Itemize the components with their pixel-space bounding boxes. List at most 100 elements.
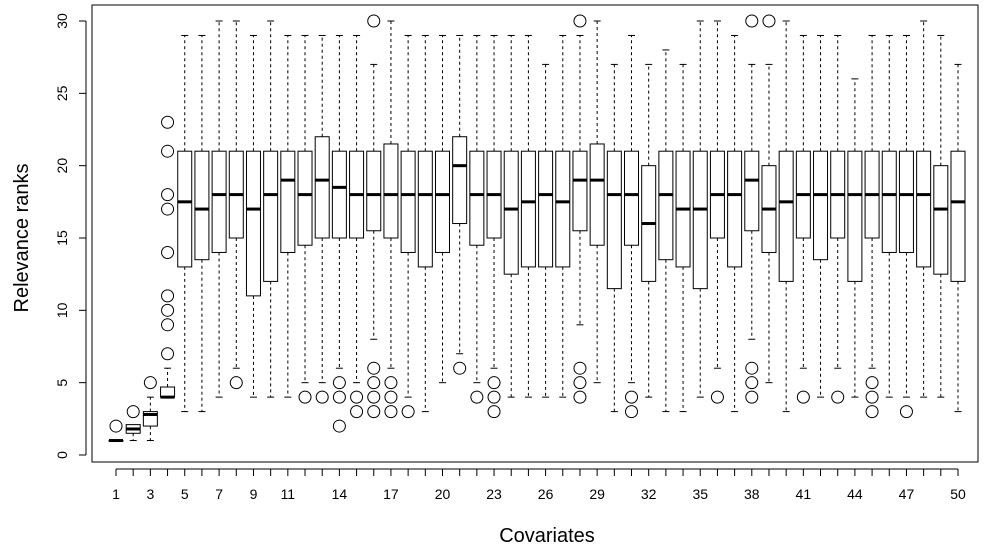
box-rect: [211, 150, 227, 253]
outlier-point: [161, 144, 175, 158]
x-tick-label: 20: [435, 486, 451, 502]
outlier-point: [332, 390, 346, 404]
box-group: [228, 20, 244, 390]
outlier-point: [315, 390, 329, 404]
box-group: [709, 20, 725, 404]
box-group: [520, 34, 536, 398]
box-rect: [727, 150, 743, 268]
box-group: [744, 14, 760, 404]
outlier-point: [487, 405, 501, 419]
box-group: [452, 34, 468, 375]
outlier-point: [161, 188, 175, 202]
x-tick-label: 47: [899, 486, 915, 502]
outlier-point: [745, 361, 759, 375]
box-group: [898, 34, 914, 419]
y-tick-label: 0: [54, 451, 70, 459]
box-rect: [297, 150, 313, 246]
box-group: [125, 405, 141, 442]
x-tick-label: 23: [486, 486, 502, 502]
outlier-point: [899, 405, 913, 419]
box-group: [692, 20, 708, 398]
outlier-point: [229, 376, 243, 390]
box-rect: [813, 150, 829, 261]
box-group: [589, 20, 605, 384]
x-tick-label: 35: [692, 486, 708, 502]
box-rect: [692, 150, 708, 290]
box-group: [366, 14, 382, 419]
box-rect: [606, 150, 622, 290]
outlier-point: [573, 361, 587, 375]
box-rect: [366, 150, 382, 232]
y-axis: 0 5 10 15 20 25 30: [54, 13, 87, 459]
outlier-point: [573, 14, 587, 28]
box-rect: [744, 150, 760, 232]
outlier-point: [298, 390, 312, 404]
box-rect: [503, 150, 519, 275]
outlier-point: [470, 390, 484, 404]
box-group: [641, 63, 657, 398]
box-group: [933, 34, 949, 398]
box-group: [383, 20, 399, 419]
x-tick-label: 7: [215, 486, 223, 502]
box-group: [950, 63, 966, 413]
box-group: [177, 34, 193, 413]
box-rect: [658, 150, 674, 261]
box-rect: [520, 150, 536, 268]
box-rect: [314, 136, 330, 239]
outlier-point: [367, 14, 381, 28]
box-group: [417, 34, 433, 413]
box-group: [245, 34, 261, 398]
x-axis-title: Covariates: [499, 525, 595, 547]
x-tick-label: 29: [589, 486, 605, 502]
box-rect: [538, 150, 554, 268]
box-rect: [589, 143, 605, 246]
box-rect: [881, 150, 897, 253]
box-group: [624, 34, 640, 419]
y-tick-label: 10: [54, 302, 70, 318]
boxes-layer: [108, 14, 966, 443]
y-tick-label: 20: [54, 158, 70, 174]
box-group: [606, 63, 622, 413]
box-rect: [280, 150, 296, 253]
x-tick-label: 1: [112, 486, 120, 502]
box-group: [211, 20, 227, 398]
outlier-point: [161, 303, 175, 317]
box-group: [331, 34, 347, 433]
x-tick-label: 44: [847, 486, 863, 502]
outlier-point: [367, 405, 381, 419]
outlier-point: [573, 390, 587, 404]
box-rect: [417, 150, 433, 268]
plot-frame: [91, 4, 979, 463]
x-tick-label: 26: [538, 486, 554, 502]
box-group: [503, 34, 519, 398]
outlier-point: [487, 390, 501, 404]
outlier-point: [350, 405, 364, 419]
outlier-point: [161, 202, 175, 216]
outlier-point: [831, 390, 845, 404]
y-axis-title: Relevance ranks: [11, 164, 33, 313]
box-rect: [383, 143, 399, 239]
outlier-point: [367, 376, 381, 390]
box-group: [469, 34, 485, 404]
box-group: [160, 115, 176, 399]
x-tick-label: 41: [796, 486, 812, 502]
box-group: [830, 34, 846, 404]
outlier-point: [367, 361, 381, 375]
box-rect: [847, 150, 863, 282]
box-group: [280, 34, 296, 398]
y-tick-label: 30: [54, 13, 70, 29]
box-rect: [624, 150, 640, 246]
box-group: [297, 34, 313, 404]
outlier-point: [625, 390, 639, 404]
box-group: [194, 34, 210, 413]
outlier-point: [796, 390, 810, 404]
box-rect: [263, 150, 279, 282]
outlier-point: [161, 318, 175, 332]
outlier-point: [350, 390, 364, 404]
outlier-point: [143, 376, 157, 390]
outlier-point: [126, 405, 140, 419]
box-rect: [933, 165, 949, 275]
box-group: [658, 49, 674, 413]
outlier-point: [625, 405, 639, 419]
